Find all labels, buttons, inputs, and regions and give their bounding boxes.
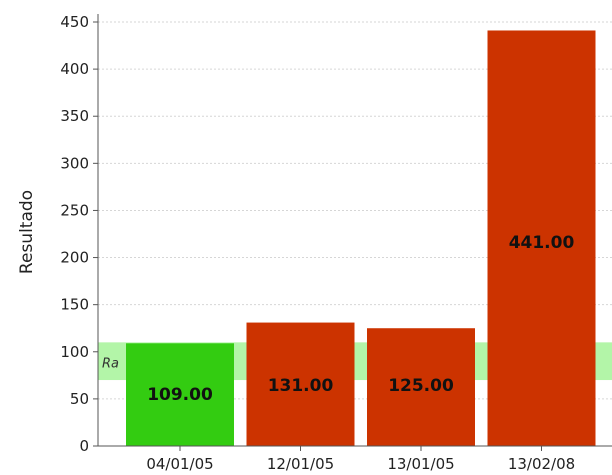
bar-value-label: 441.00: [509, 233, 575, 253]
bar: [487, 30, 596, 446]
bar: [246, 322, 355, 446]
y-tick-label: 400: [60, 60, 89, 78]
y-tick-label: 200: [60, 249, 89, 267]
bar: [126, 343, 234, 446]
y-tick-label: 250: [60, 201, 89, 219]
y-tick-label: 450: [60, 13, 89, 31]
x-tick-label: 13/01/05: [387, 455, 454, 473]
y-tick-label: 350: [60, 107, 89, 125]
y-axis-title: Resultado: [17, 190, 37, 274]
x-tick-label: 04/01/05: [146, 455, 213, 473]
reference-band-label: Ra: [102, 356, 119, 371]
y-tick-label: 300: [60, 154, 89, 172]
y-tick-label: 0: [79, 437, 89, 455]
y-tick-label: 50: [70, 390, 89, 408]
bar-value-label: 131.00: [268, 376, 334, 396]
y-tick-label: 100: [60, 343, 89, 361]
bar-value-label: 109.00: [147, 385, 213, 405]
bars-group: 109.00 131.00 125.00 441.00: [126, 30, 596, 446]
bar-value-label: 125.00: [388, 376, 454, 396]
x-tick-label: 13/02/08: [508, 455, 575, 473]
y-tick-label: 150: [60, 296, 89, 314]
axes-group: 0 50 100 150 200 250 300 350 400 450 04/01/05 12/01…: [60, 13, 612, 473]
bar: [367, 328, 475, 446]
x-tick-label: 12/01/05: [267, 455, 334, 473]
